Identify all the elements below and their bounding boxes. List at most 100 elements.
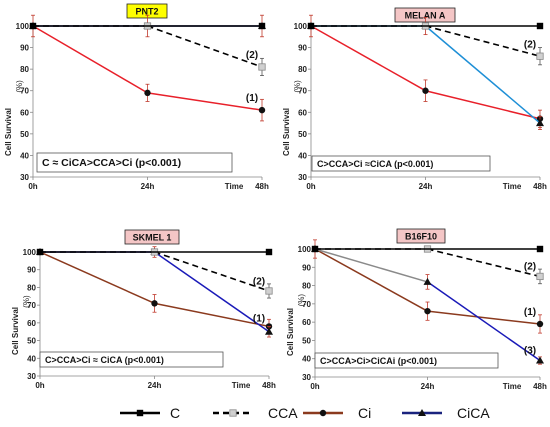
y-tick-label: 40 [20,151,29,160]
data-point-C [311,245,319,253]
y-tick-label: 40 [298,151,307,160]
series-C [311,245,544,253]
y-tick-label: 100 [298,245,312,254]
legend-marker [136,409,144,417]
panel-title: MELAN A [394,7,456,23]
legend-item-Ci: Ci [303,405,371,421]
series-Ci [36,248,273,334]
y-tick-label: 60 [298,108,307,117]
significance-note-box [36,152,233,173]
series-Ci [29,22,266,122]
x-axis-label: Time [225,182,244,191]
x-tick-label: 48h [262,381,276,390]
significance-note-box [311,155,491,172]
annotation-label: (1) [253,314,265,325]
legend-label: Ci [358,405,371,421]
y-tick-label: 70 [27,301,36,310]
y-tick-label: 90 [298,44,307,53]
x-tick-label: 24h [421,382,435,391]
series-line-segment [32,25,148,94]
data-point-CiCA [423,277,432,285]
chart-panel-1: 30 40 50 60 70 80 90 100 0h 24h 48h Time Cell Surviv… [4,3,269,191]
y-tick-label: 30 [302,373,311,382]
annotation-label: (2) [253,276,265,287]
series-CiCA [36,246,273,338]
x-axis-label: Time [503,182,522,191]
y-axis-unit: (%) [15,80,24,93]
x-tick-label: 24h [141,182,155,191]
y-tick-label: 30 [298,173,307,182]
series-line-segment [425,89,541,120]
series-CCA [315,245,544,285]
series-line-segment [147,92,263,111]
legend-marker [319,409,327,417]
data-point-C [307,22,315,30]
y-tick-label: 30 [27,372,36,381]
x-tick-label: 48h [533,382,547,391]
series-line-segment [147,25,263,68]
annotation-label: (3) [524,346,536,357]
y-axis-unit: (%) [293,80,302,93]
legend: C CCA Ci CiCA [120,405,490,421]
data-point-C [258,22,266,30]
x-tick-label: 48h [533,182,547,191]
series-line-segment [314,248,428,283]
x-axis-label: Time [503,382,522,391]
y-tick-label: 90 [302,263,311,272]
y-tick-label: 70 [20,87,29,96]
x-tick-label: 0h [35,381,44,390]
y-tick-label: 80 [27,283,36,292]
y-tick-label: 50 [27,337,36,346]
panel-title-box [396,228,446,244]
significance-note-text: C>CCA>Ci ≈CiCA (p<0.001) [317,159,433,169]
annotation-label: (1) [246,93,258,104]
legend-item-CiCA: CiCA [402,405,490,421]
significance-note-box [39,351,224,368]
data-point-Ci [144,89,151,97]
data-point-Ci [536,320,544,328]
panel-title: PNT2 [126,3,168,19]
series-C [307,22,544,30]
x-tick-label: 24h [419,182,433,191]
chart-panel-2: 30 40 50 60 70 80 90 100 0h 24h 48h Time Cell Surviv… [282,7,547,191]
series-line-segment [427,310,541,325]
annotation-label: (2) [524,39,536,50]
significance-note: C>CCA>Ci ≈ CiCA (p<0.001) [39,351,224,368]
data-point-Ci [422,87,429,94]
significance-note: C ≈ CiCA>CCA>Ci (p<0.001) [36,152,233,173]
series-CiCA [307,14,544,130]
significance-note: C>CCA>Ci ≈CiCA (p<0.001) [311,155,491,172]
data-point-CCA [536,52,544,60]
panel-title-text: B16F10 [405,232,437,242]
series-line-segment [154,251,270,333]
legend-item-CCA: CCA [213,405,298,421]
y-tick-label: 60 [302,318,311,327]
data-point-CCA [265,287,273,295]
y-tick-label: 80 [302,282,311,291]
series-line-segment [39,251,155,305]
y-tick-label: 80 [20,65,29,74]
data-point-Ci [258,106,266,114]
series-CCA [311,22,544,66]
y-tick-label: 100 [294,22,308,31]
legend-marker [418,409,426,416]
panel-title-text: MELAN A [405,11,446,21]
legend-label: C [170,405,180,421]
annotation-label: (2) [524,261,536,272]
data-point-CCA [536,272,544,281]
significance-note-box [314,352,499,369]
y-tick-label: 60 [20,108,29,117]
data-point-CiCA [265,327,273,335]
series-C [29,22,266,30]
x-tick-label: 48h [255,182,269,191]
y-tick-label: 70 [302,300,311,309]
series-Ci [307,22,544,128]
series-line-segment [154,251,270,292]
y-tick-label: 50 [302,336,311,345]
y-tick-label: 70 [298,87,307,96]
y-axis-label: Cell Survival [282,108,291,156]
data-point-C [536,245,544,253]
data-point-CiCA [536,119,544,127]
series-line-segment [427,281,541,362]
